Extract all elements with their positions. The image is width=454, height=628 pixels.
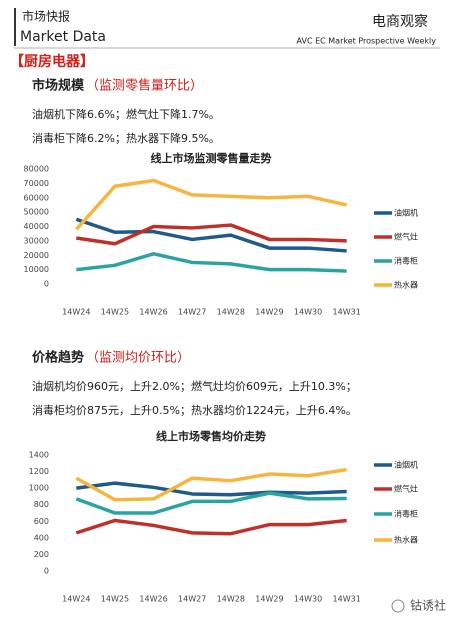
section-line: 消毒柜均价875元，上升0.5%；热水器均价1224元，上升6.4%。 xyxy=(32,403,357,417)
x-tick-label: 14W30 xyxy=(294,308,322,317)
series-line xyxy=(75,518,347,536)
x-tick-label: 14W26 xyxy=(139,595,167,604)
series-line xyxy=(76,223,347,246)
legend-label: 油烟机 xyxy=(394,460,418,470)
legend-label: 燃气灶 xyxy=(394,232,418,242)
series-line xyxy=(75,467,347,502)
x-tick-label: 14W27 xyxy=(178,308,206,317)
section-line: 消毒柜下降6.2%；热水器下降9.5%。 xyxy=(32,131,220,145)
section-heading: 市场规模 xyxy=(32,78,85,94)
x-tick-label: 14W24 xyxy=(62,308,90,317)
y-tick-label: 20000 xyxy=(24,251,49,260)
y-tick-label: 800 xyxy=(34,500,49,509)
y-tick-label: 200 xyxy=(34,550,49,559)
header-bar xyxy=(14,8,16,46)
section-line: 油烟机下降6.6%；燃气灶下降1.7%。 xyxy=(32,107,220,121)
y-tick-label: 1000 xyxy=(29,484,49,493)
x-tick-label: 14W28 xyxy=(217,595,245,604)
chart-title: 线上市场监测零售量走势 xyxy=(151,151,272,165)
section-tag: 【厨房电器】 xyxy=(10,53,94,70)
y-tick-label: 400 xyxy=(34,533,49,542)
chart-title: 线上市场零售均价走势 xyxy=(156,429,266,443)
section-line: 油烟机均价960元，上升2.0%；燃气灶均价609元，上升10.3%； xyxy=(32,379,357,393)
y-tick-label: 30000 xyxy=(24,236,49,245)
footer: 钴诱社 xyxy=(410,598,446,613)
wechat-icon xyxy=(391,599,405,613)
y-tick-label: 60000 xyxy=(24,193,49,202)
legend-label: 消毒柜 xyxy=(394,256,418,266)
y-tick-label: 10000 xyxy=(24,265,49,274)
y-tick-label: 0 xyxy=(44,567,49,576)
x-tick-label: 14W29 xyxy=(255,595,283,604)
y-tick-label: 70000 xyxy=(24,179,49,188)
y-tick-label: 80000 xyxy=(24,165,49,174)
x-tick-label: 14W30 xyxy=(294,595,322,604)
section-heading: 价格趋势 xyxy=(32,350,84,366)
x-tick-label: 14W31 xyxy=(333,308,361,317)
brand-cn: 电商观察 xyxy=(372,13,428,30)
y-tick-label: 1200 xyxy=(29,467,49,476)
x-tick-label: 14W27 xyxy=(178,595,206,604)
series-line xyxy=(75,217,347,253)
series-line xyxy=(75,178,348,231)
y-tick-label: 1400 xyxy=(29,451,49,460)
header-title-en: Market Data xyxy=(20,29,106,45)
legend-label: 油烟机 xyxy=(394,208,418,218)
series-line xyxy=(76,481,347,497)
series-line xyxy=(76,252,347,273)
series-line xyxy=(75,491,347,515)
legend-label: 燃气灶 xyxy=(394,484,418,494)
legend-label: 热水器 xyxy=(394,535,418,545)
legend-label: 消毒柜 xyxy=(394,509,418,519)
x-tick-label: 14W28 xyxy=(217,308,245,317)
y-tick-label: 50000 xyxy=(24,208,49,217)
y-tick-label: 0 xyxy=(44,280,49,289)
section-note: （监测均价环比） xyxy=(86,351,190,366)
y-tick-label: 40000 xyxy=(24,222,49,231)
y-tick-label: 600 xyxy=(34,517,49,526)
x-tick-label: 14W26 xyxy=(139,308,167,317)
x-tick-label: 14W31 xyxy=(333,595,361,604)
x-tick-label: 14W25 xyxy=(101,595,129,604)
x-tick-label: 14W25 xyxy=(101,308,129,317)
header-title-cn: 市场快报 xyxy=(22,9,70,24)
x-tick-label: 14W29 xyxy=(255,308,283,317)
x-tick-label: 14W24 xyxy=(62,595,90,604)
brand-en: AVC EC Market Prospective Weekly xyxy=(297,37,437,46)
section-note: （监测零售量环比） xyxy=(86,78,203,94)
legend-label: 热水器 xyxy=(394,280,418,290)
